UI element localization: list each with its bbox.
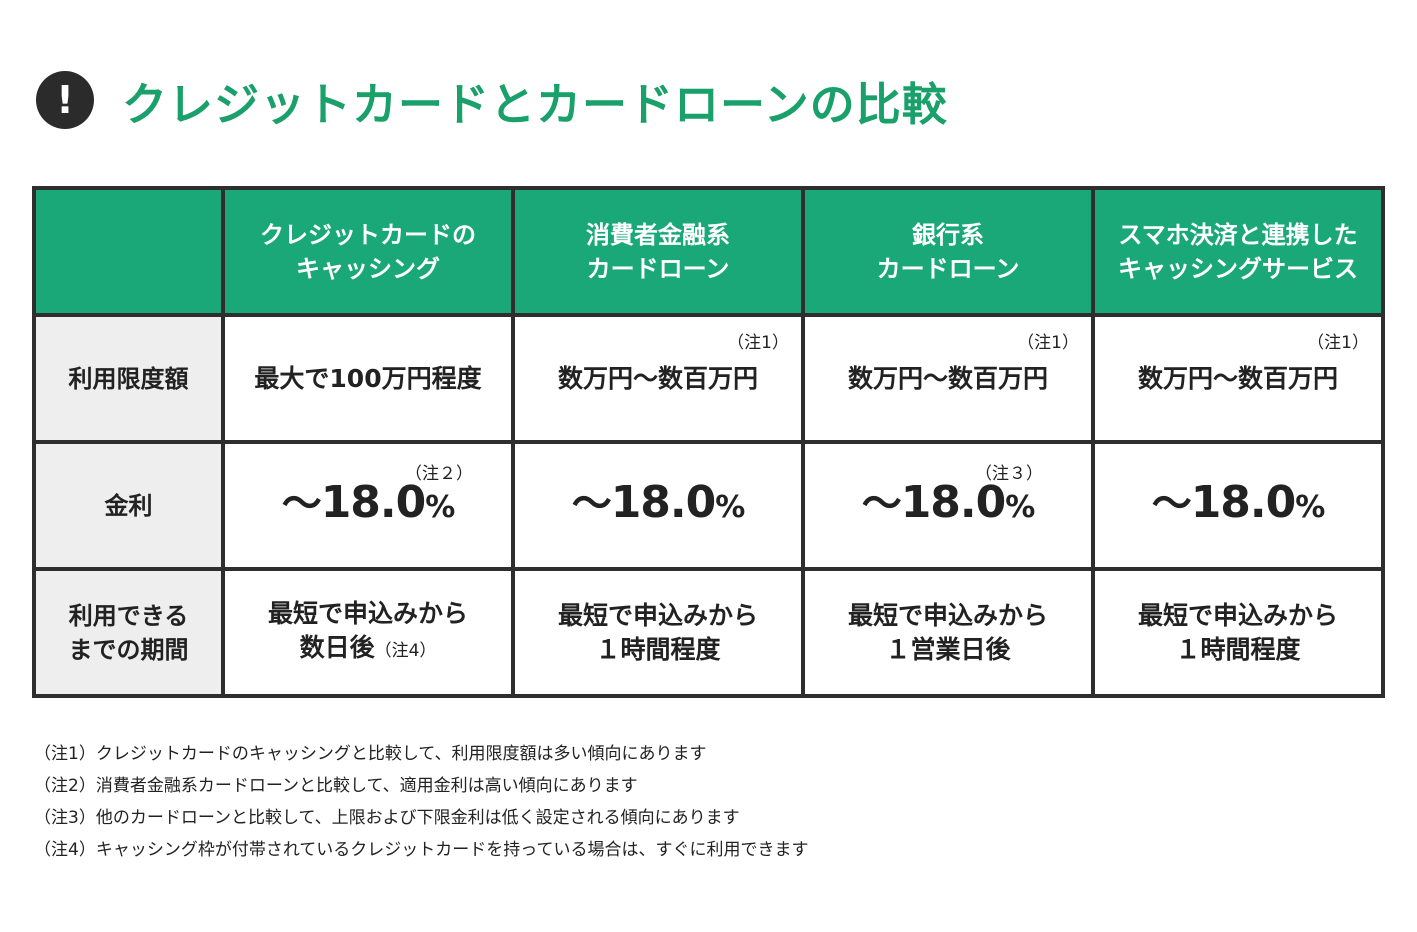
cell-line: 最短で申込みから xyxy=(847,600,1048,630)
tilde: 〜 xyxy=(861,481,902,527)
cell-line: １時間程度 xyxy=(595,634,721,664)
cell-note: （注1） xyxy=(1307,333,1369,353)
cell-note: （注２） xyxy=(405,464,473,484)
table-row-limit: 利用限度額 最大で100万円程度 （注1） 数万円〜数百万円 （注1） 数万円〜… xyxy=(32,313,1385,444)
tilde: 〜 xyxy=(281,481,322,527)
page-title: クレジットカードとカードローンの比較 xyxy=(122,77,948,131)
cell-note: （注4） xyxy=(374,641,437,661)
comparison-table: クレジットカードの キャッシング 消費者金融系 カードローン 銀行系 カードロー… xyxy=(32,186,1385,698)
cell-line: 最短で申込みから xyxy=(1137,600,1338,630)
cell-note: （注３） xyxy=(975,464,1043,484)
table-cell: 最大で100万円程度 xyxy=(221,313,515,444)
rate-number: 18.0 xyxy=(320,477,427,528)
row-label-line: 利用できる xyxy=(68,601,189,630)
header-line: カードローン xyxy=(586,254,730,283)
cell-line: １営業日後 xyxy=(885,634,1011,664)
table-cell: （注２） 〜18.0% xyxy=(221,440,515,571)
cell-line: １時間程度 xyxy=(1175,634,1301,664)
rate-value: 〜18.0% xyxy=(861,477,1036,528)
cell-text: 数万円〜数百万円 xyxy=(557,363,758,393)
table-cell: 最短で申込みから 数日後（注4） xyxy=(221,567,515,698)
footnotes: （注1）クレジットカードのキャッシングと比較して、利用限度額は多い傾向にあります… xyxy=(34,738,808,866)
percent-sign: % xyxy=(1005,490,1035,525)
rate-value: 〜18.0% xyxy=(1151,477,1326,528)
table-cell: （注３） 〜18.0% xyxy=(801,440,1095,571)
rate-value: 〜18.0% xyxy=(281,477,456,528)
header-cell-bank: 銀行系 カードローン xyxy=(801,186,1095,317)
header-cell-smartphone-payment: スマホ決済と連携した キャッシングサービス xyxy=(1091,186,1385,317)
table-row-rate: 金利 （注２） 〜18.0% 〜18.0% （注３） 〜18.0% 〜18.0% xyxy=(32,440,1385,571)
footnote: （注1）クレジットカードのキャッシングと比較して、利用限度額は多い傾向にあります xyxy=(34,744,707,764)
cell-text: 最大で100万円程度 xyxy=(254,363,482,393)
cell-text: 数万円〜数百万円 xyxy=(1137,363,1338,393)
cell-line: 最短で申込みから xyxy=(267,599,468,628)
footnote: （注2）消費者金融系カードローンと比較して、適用金利は高い傾向にあります xyxy=(34,776,638,796)
table-header-row: クレジットカードの キャッシング 消費者金融系 カードローン 銀行系 カードロー… xyxy=(32,186,1385,317)
rate-number: 18.0 xyxy=(900,477,1007,528)
row-label-rate: 金利 xyxy=(32,440,225,571)
tilde: 〜 xyxy=(571,481,612,527)
table-cell: （注1） 数万円〜数百万円 xyxy=(1091,313,1385,444)
tilde: 〜 xyxy=(1151,481,1192,527)
rate-value: 〜18.0% xyxy=(571,477,746,528)
cell-text: 数万円〜数百万円 xyxy=(847,363,1048,393)
row-label-line: までの期間 xyxy=(68,635,189,664)
row-label-limit: 利用限度額 xyxy=(32,313,225,444)
table-cell: 最短で申込みから １営業日後 xyxy=(801,567,1095,698)
exclamation-icon: ! xyxy=(36,71,94,129)
percent-sign: % xyxy=(1295,490,1325,525)
table-row-period: 利用できる までの期間 最短で申込みから 数日後（注4） 最短で申込みから １時… xyxy=(32,567,1385,698)
footnote: （注4）キャッシング枠が付帯されているクレジットカードを持っている場合は、すぐに… xyxy=(34,840,809,860)
percent-sign: % xyxy=(715,490,745,525)
cell-note: （注1） xyxy=(1017,333,1079,353)
cell-line: 最短で申込みから xyxy=(557,600,758,630)
rate-number: 18.0 xyxy=(1190,477,1297,528)
cell-text: 数日後 xyxy=(299,633,375,662)
header-line: 銀行系 xyxy=(912,220,984,249)
row-label-period: 利用できる までの期間 xyxy=(32,567,225,698)
header-line: クレジットカードの xyxy=(260,220,476,249)
header-line: 消費者金融系 xyxy=(586,220,730,249)
cell-note: （注1） xyxy=(727,333,789,353)
rate-number: 18.0 xyxy=(610,477,717,528)
cell-line: 数日後（注4） xyxy=(225,631,511,668)
table-cell: 〜18.0% xyxy=(1091,440,1385,571)
header-corner-cell xyxy=(32,186,225,317)
header-line: キャッシングサービス xyxy=(1118,254,1358,283)
table-cell: （注1） 数万円〜数百万円 xyxy=(511,313,805,444)
table-cell: 最短で申込みから １時間程度 xyxy=(1091,567,1385,698)
header-line: スマホ決済と連携した xyxy=(1118,220,1358,249)
header-line: カードローン xyxy=(876,254,1020,283)
table-cell: 〜18.0% xyxy=(511,440,805,571)
footnote: （注3）他のカードローンと比較して、上限および下限金利は低く設定される傾向にあり… xyxy=(34,808,740,828)
title-row: ! クレジットカードとカードローンの比較 xyxy=(36,70,948,131)
percent-sign: % xyxy=(425,490,455,525)
header-cell-credit-card-cashing: クレジットカードの キャッシング xyxy=(221,186,515,317)
header-line: キャッシング xyxy=(296,254,440,283)
table-cell: （注1） 数万円〜数百万円 xyxy=(801,313,1095,444)
header-cell-consumer-finance: 消費者金融系 カードローン xyxy=(511,186,805,317)
table-cell: 最短で申込みから １時間程度 xyxy=(511,567,805,698)
